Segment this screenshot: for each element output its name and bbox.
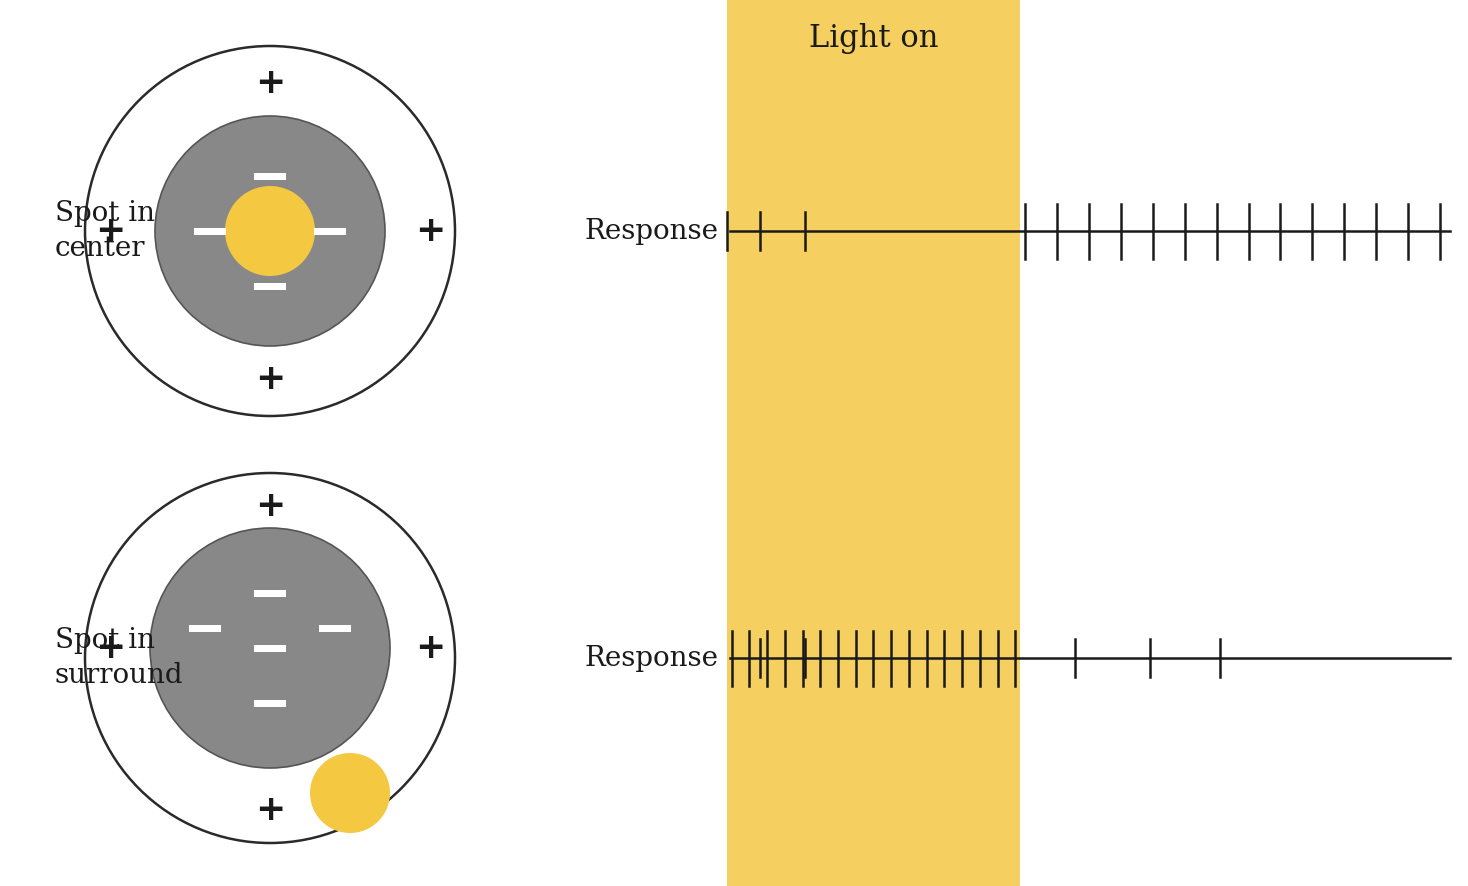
Circle shape bbox=[150, 528, 390, 768]
Text: +: + bbox=[415, 214, 445, 248]
Bar bbox=[254, 700, 286, 706]
Bar bbox=[194, 228, 226, 235]
Text: Spot in
center: Spot in center bbox=[54, 200, 156, 262]
Text: +: + bbox=[255, 793, 285, 827]
Text: Response: Response bbox=[584, 644, 718, 672]
Bar bbox=[254, 589, 286, 596]
Text: +: + bbox=[255, 66, 285, 100]
Text: +: + bbox=[255, 362, 285, 396]
Bar bbox=[727, 0, 1020, 886]
Bar bbox=[254, 173, 286, 180]
Bar bbox=[189, 625, 222, 632]
Circle shape bbox=[225, 186, 316, 276]
Circle shape bbox=[85, 46, 455, 416]
Bar bbox=[254, 283, 286, 290]
Circle shape bbox=[156, 116, 385, 346]
Text: Response: Response bbox=[584, 217, 718, 245]
Bar bbox=[254, 644, 286, 651]
Circle shape bbox=[310, 753, 390, 833]
Text: +: + bbox=[95, 214, 125, 248]
Text: +: + bbox=[255, 489, 285, 523]
Text: Spot in
surround: Spot in surround bbox=[54, 626, 184, 689]
Text: Light on: Light on bbox=[809, 22, 938, 53]
Bar bbox=[319, 625, 351, 632]
Text: +: + bbox=[415, 631, 445, 665]
Text: +: + bbox=[95, 631, 125, 665]
Circle shape bbox=[85, 473, 455, 843]
Bar bbox=[314, 228, 346, 235]
